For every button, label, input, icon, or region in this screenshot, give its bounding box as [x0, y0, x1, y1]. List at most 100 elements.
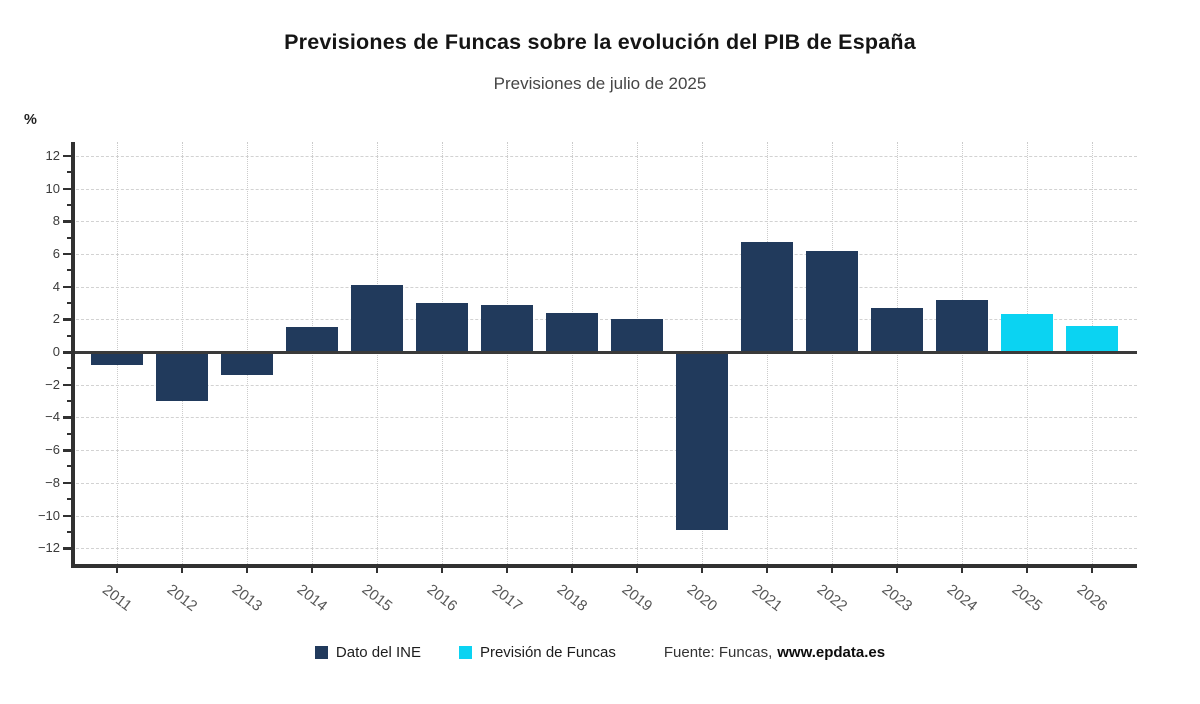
x-tick-2015: [376, 568, 378, 573]
y-major-tick-4: [63, 285, 71, 289]
y-tick-label-8: 8: [52, 213, 60, 229]
h-gridline-12: [71, 155, 1137, 157]
x-tick-2013: [246, 568, 248, 573]
x-tick-2024: [961, 568, 963, 573]
x-tick-2020: [701, 568, 703, 573]
bar-2020[interactable]: [676, 352, 728, 531]
y-minor-tick-7: [67, 236, 71, 239]
y-tick-label-12: 12: [45, 147, 60, 163]
x-tick-label-2023: 2023: [878, 581, 916, 615]
x-tick-2019: [636, 568, 638, 573]
y-tick-label-−6: −6: [45, 442, 60, 458]
funcas-series-swatch-icon: [458, 646, 472, 659]
x-tick-2016: [441, 568, 443, 573]
h-gridline-−2: [71, 384, 1137, 386]
x-tick-2018: [571, 568, 573, 573]
x-tick-label-2017: 2017: [488, 581, 526, 615]
h-gridline-−12: [71, 548, 1137, 550]
y-major-tick-12: [63, 154, 71, 158]
h-gridline-−8: [71, 482, 1137, 484]
x-tick-label-2018: 2018: [553, 581, 591, 615]
bar-2021[interactable]: [741, 242, 793, 352]
chart-legend: Dato del INE Previsión de Funcas Fuente:…: [0, 644, 1200, 661]
h-gridline-10: [71, 188, 1137, 190]
h-gridline-4: [71, 286, 1137, 288]
chart-title: Previsiones de Funcas sobre la evolución…: [284, 30, 916, 54]
bar-2012[interactable]: [156, 352, 208, 402]
zero-line: [71, 350, 1137, 354]
y-axis-unit-label: %: [24, 112, 37, 128]
y-minor-tick-−3: [67, 400, 71, 403]
h-gridline-6: [71, 253, 1137, 255]
y-major-tick-−2: [63, 383, 71, 387]
y-major-tick-−4: [63, 416, 71, 419]
bar-2018[interactable]: [546, 312, 598, 352]
x-tick-2014: [311, 568, 313, 573]
bar-2023[interactable]: [871, 307, 923, 352]
bar-2017[interactable]: [481, 304, 533, 352]
y-minor-tick-−7: [67, 465, 71, 468]
y-tick-label-10: 10: [45, 180, 60, 196]
x-tick-label-2015: 2015: [358, 581, 396, 615]
x-tick-label-2020: 2020: [683, 581, 721, 615]
bar-2014[interactable]: [286, 327, 338, 352]
y-minor-tick-1: [67, 334, 71, 337]
x-tick-label-2011: 2011: [99, 581, 135, 615]
y-major-tick-−6: [63, 449, 71, 452]
y-major-tick-−10: [63, 514, 71, 517]
y-axis-line: [71, 142, 75, 568]
y-tick-label-−8: −8: [45, 474, 60, 490]
y-tick-label-0: 0: [52, 344, 60, 359]
y-major-tick-2: [63, 318, 71, 321]
legend-item-dato-del-ine[interactable]: Dato del INE: [314, 644, 421, 661]
x-tick-2026: [1091, 568, 1093, 573]
y-major-tick-6: [63, 252, 71, 256]
y-major-tick-−12: [63, 547, 71, 550]
y-minor-tick-−11: [67, 530, 71, 533]
bar-2016[interactable]: [416, 302, 468, 352]
x-tick-label-2012: 2012: [163, 581, 201, 615]
source-site-link[interactable]: www.epdata.es: [777, 644, 886, 661]
y-tick-label-6: 6: [52, 245, 60, 261]
x-tick-label-2021: 2021: [748, 581, 786, 615]
x-tick-2025: [1026, 568, 1028, 573]
x-tick-2022: [831, 568, 833, 573]
h-gridline-−4: [71, 417, 1137, 419]
y-tick-label-4: 4: [52, 278, 60, 294]
x-tick-2017: [506, 568, 508, 573]
y-major-tick-10: [63, 187, 71, 190]
x-axis-line: [71, 564, 1137, 568]
x-tick-label-2022: 2022: [813, 581, 851, 615]
h-gridline-−6: [71, 450, 1137, 452]
bar-2019[interactable]: [611, 319, 663, 352]
y-minor-tick-5: [67, 269, 71, 272]
x-tick-label-2013: 2013: [228, 581, 266, 615]
legend-label-ine: Dato del INE: [335, 644, 421, 661]
x-tick-label-2025: 2025: [1008, 581, 1046, 615]
chart-subtitle: Previsiones de julio de 2025: [493, 74, 707, 93]
bar-2013[interactable]: [221, 352, 273, 375]
ine-series-swatch-icon: [314, 646, 328, 659]
y-minor-tick-−1: [67, 367, 71, 370]
bar-2011[interactable]: [91, 352, 143, 366]
y-major-tick-0: [63, 351, 71, 354]
y-minor-tick-3: [67, 301, 71, 304]
h-gridline-−10: [71, 515, 1137, 517]
y-minor-tick-11: [67, 171, 71, 174]
x-tick-label-2026: 2026: [1073, 581, 1111, 615]
bar-2025[interactable]: [1001, 314, 1053, 352]
bar-2024[interactable]: [936, 299, 988, 352]
bar-2022[interactable]: [806, 250, 858, 352]
y-minor-tick-−9: [67, 498, 71, 501]
x-tick-label-2024: 2024: [943, 581, 981, 615]
bar-2015[interactable]: [351, 284, 403, 352]
legend-label-funcas: Previsión de Funcas: [479, 644, 616, 661]
legend-item-prevision-funcas[interactable]: Previsión de Funcas: [458, 644, 616, 661]
y-minor-tick-9: [67, 203, 71, 206]
y-tick-label-−12: −12: [37, 540, 60, 556]
source-text: Fuente: Funcas,: [663, 644, 773, 661]
bar-2026[interactable]: [1066, 325, 1118, 352]
x-tick-2012: [181, 568, 183, 573]
